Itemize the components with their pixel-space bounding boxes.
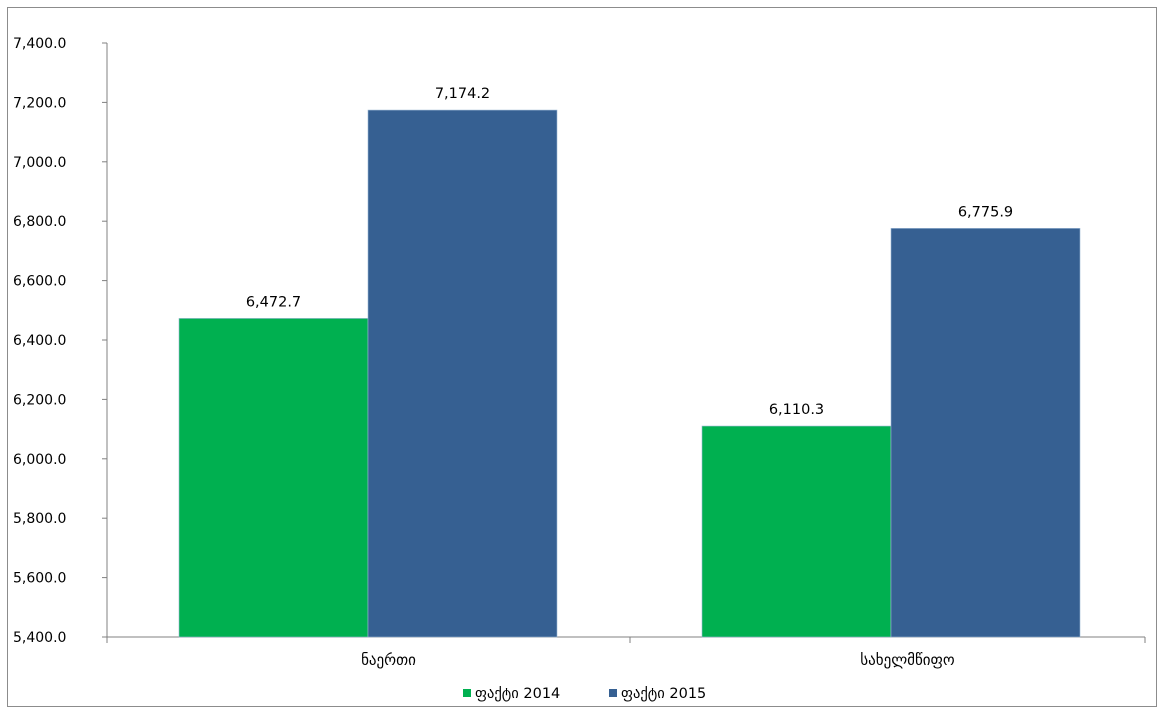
bar bbox=[890, 228, 1081, 638]
y-tick-label: 5,600.0 bbox=[13, 571, 66, 587]
y-tick-label: 5,800.0 bbox=[13, 511, 66, 527]
data-label: 7,174.2 bbox=[435, 86, 490, 102]
data-label: 6,775.9 bbox=[958, 204, 1013, 220]
x-category-label: სახელმწიფო bbox=[860, 651, 955, 669]
legend-swatch bbox=[609, 689, 617, 697]
data-label: 6,472.7 bbox=[246, 294, 301, 310]
bar bbox=[367, 109, 558, 638]
y-tick-label: 6,000.0 bbox=[13, 452, 66, 468]
legend-label: ფაქტი 2015 bbox=[621, 686, 706, 702]
y-tick-label: 5,400.0 bbox=[13, 630, 66, 646]
bar bbox=[178, 318, 369, 638]
legend-swatch bbox=[463, 689, 471, 697]
y-tick-label: 6,200.0 bbox=[13, 392, 66, 408]
y-tick-label: 7,400.0 bbox=[13, 36, 66, 52]
y-tick-label: 6,400.0 bbox=[13, 333, 66, 349]
legend-label: ფაქტი 2014 bbox=[475, 686, 560, 702]
y-tick-label: 6,600.0 bbox=[13, 274, 66, 290]
x-category-label: ნაერთი bbox=[361, 651, 416, 669]
y-tick-label: 7,000.0 bbox=[13, 155, 66, 171]
bar bbox=[701, 425, 892, 638]
y-tick-label: 6,800.0 bbox=[13, 214, 66, 230]
data-label: 6,110.3 bbox=[769, 402, 824, 418]
y-tick-label: 7,200.0 bbox=[13, 95, 66, 111]
